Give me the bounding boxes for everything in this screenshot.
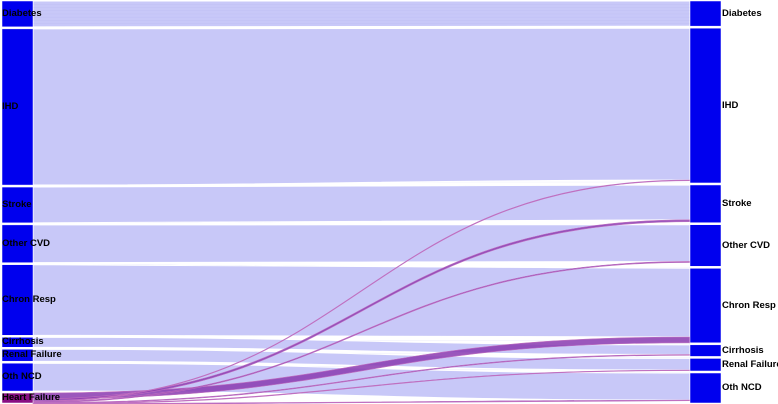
flow-chron-resp-to-chron-resp[interactable] [32,264,691,338]
flow-stroke-to-stroke[interactable] [32,184,691,224]
right-label-oth-ncd: Oth NCD [722,382,762,393]
right-node-diabetes[interactable] [689,0,722,27]
right-node-renal-failure[interactable] [689,358,722,372]
right-label-diabetes: Diabetes [722,7,762,19]
right-node-chron-resp[interactable] [689,268,722,344]
right-node-cirrhosis[interactable] [689,344,722,357]
flow-links [32,0,691,404]
right-label-other-cvd: Other CVD [722,239,771,251]
right-label-stroke: Stroke [722,197,752,209]
nodes [1,0,722,404]
left-label-renal-failure: Renal Failure [2,349,62,361]
right-label-renal-failure: Renal Failure [722,358,778,370]
left-node-ihd[interactable] [1,28,34,186]
flow-other-cvd-to-other-cvd[interactable] [32,224,691,264]
left-label-ihd: IHD [2,100,19,112]
left-node-other-cvd[interactable] [1,224,34,263]
left-node-renal-failure[interactable] [1,349,34,362]
right-node-oth-ncd[interactable] [689,372,722,404]
left-label-stroke: Stroke [2,198,32,210]
left-label-cirrhosis: Cirrhosis [2,336,44,348]
left-label-diabetes: Diabetes [2,7,42,19]
left-node-oth-ncd[interactable] [1,362,34,392]
left-label-other-cvd: Other CVD [2,237,51,249]
left-label-chron-resp: Chron Resp [2,293,56,305]
right-label-chron-resp: Chron Resp [722,299,776,311]
right-label-cirrhosis: Cirrhosis [722,344,764,356]
right-label-ihd: IHD [722,99,739,111]
left-label-heart-failure: Heart Failure [2,392,61,404]
left-node-stroke[interactable] [1,186,34,224]
left-node-heart-failure[interactable] [1,392,34,404]
left-node-cirrhosis[interactable] [1,337,34,348]
left-node-chron-resp[interactable] [1,264,34,336]
right-node-ihd[interactable] [689,27,722,184]
left-label-oth-ncd: Oth NCD [2,371,42,383]
flow-ihd-to-ihd[interactable] [32,27,691,186]
right-node-other-cvd[interactable] [689,224,722,267]
right-node-stroke[interactable] [689,184,722,223]
left-node-diabetes[interactable] [1,0,34,28]
